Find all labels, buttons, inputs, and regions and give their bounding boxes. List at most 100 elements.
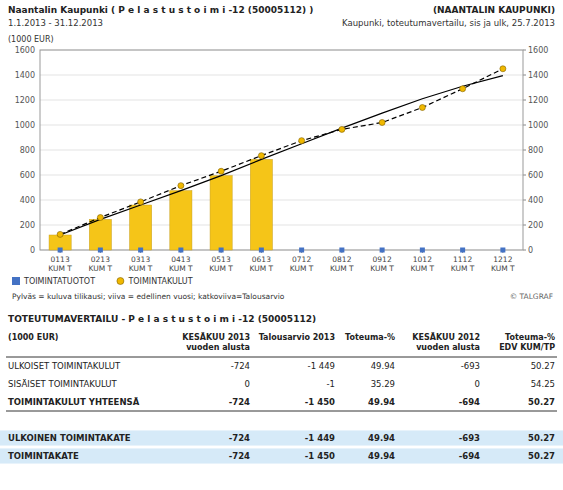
grid-line xyxy=(40,125,523,126)
table-header: (1000 EUR) xyxy=(8,333,58,342)
grid-line xyxy=(40,175,523,176)
y2-tick-label: 200 xyxy=(528,221,543,230)
x-tick-label: 0113KUM T xyxy=(48,255,72,273)
line-marker xyxy=(178,183,184,189)
y-axis-label: (1000 EUR) xyxy=(8,35,54,44)
line-marker xyxy=(57,231,63,237)
table-cell: 0 xyxy=(475,379,480,389)
plot-frame xyxy=(40,50,523,250)
y-tick-label: 600 xyxy=(20,171,35,180)
line-marker xyxy=(379,120,385,126)
point xyxy=(58,248,63,253)
x-tick-label: 0912KUM T xyxy=(370,255,394,273)
title-right: (NAANTALIN KAUPUNKI) xyxy=(433,5,555,15)
table-cell: 49.94 xyxy=(368,397,395,407)
line-marker xyxy=(258,153,264,159)
y-tick-label: 1600 xyxy=(15,46,35,55)
table-cell: -693 xyxy=(461,361,480,371)
table-cell: 50.27 xyxy=(528,433,555,443)
x-tick-label: 0712KUM T xyxy=(290,255,314,273)
table-cell: 54.25 xyxy=(531,379,555,389)
table-cell: TOIMINTAKULUT YHTEENSÄ xyxy=(8,397,140,407)
bar xyxy=(250,159,272,250)
table-cell: 49.94 xyxy=(371,361,395,371)
x-tick-label: 1212KUM T xyxy=(491,255,515,273)
point xyxy=(259,248,264,253)
y2-tick-label: 1400 xyxy=(528,71,548,80)
table-highlight xyxy=(0,448,563,463)
y2-tick-label: 1000 xyxy=(528,121,548,130)
legend-label: TOIMINTAKULUT xyxy=(127,277,192,286)
bar xyxy=(130,205,152,250)
y2-tick-label: 1200 xyxy=(528,96,548,105)
line-marker xyxy=(97,215,103,221)
table-header: Toteuma-%EDV KUM/TP xyxy=(499,333,555,352)
x-tick-label: 1112KUM T xyxy=(451,255,475,273)
background xyxy=(0,0,563,490)
table-header: KESÄKUU 2013vuoden alusta xyxy=(182,332,250,352)
point xyxy=(460,248,465,253)
table-cell: -1 449 xyxy=(308,361,335,371)
x-tick-label: 0213KUM T xyxy=(89,255,113,273)
table-cell: -724 xyxy=(229,433,250,443)
point xyxy=(299,248,304,253)
x-tick-label: 0313KUM T xyxy=(129,255,153,273)
legend-swatch xyxy=(12,277,20,285)
line-marker xyxy=(460,86,466,92)
table-cell: 35.29 xyxy=(371,379,395,389)
grid-line xyxy=(40,200,523,201)
line-marker xyxy=(419,105,425,111)
y-tick-label: 800 xyxy=(20,146,35,155)
table-title: TOTEUTUMAVERTAILU - P e l a s t u s t o … xyxy=(8,314,316,324)
bar xyxy=(210,176,232,250)
point xyxy=(98,248,103,253)
point xyxy=(178,248,183,253)
table-cell: -1 450 xyxy=(305,451,335,461)
table-cell: 50.27 xyxy=(531,361,555,371)
line-marker xyxy=(299,138,305,144)
table-header: KESÄKUU 2012vuoden alusta xyxy=(412,332,480,352)
y-tick-label: 200 xyxy=(20,221,35,230)
legend-note: Pylväs = kuluva tilikausi; viiva = edell… xyxy=(12,292,285,301)
bar xyxy=(89,219,111,250)
table-cell: SISÄISET TOIMINTAKULUT xyxy=(8,379,117,389)
x-tick-label: 0812KUM T xyxy=(330,255,354,273)
line-marker xyxy=(218,168,224,174)
grid-line xyxy=(40,75,523,76)
table-highlight xyxy=(0,430,563,445)
line-marker xyxy=(339,126,345,132)
table-cell: -1 449 xyxy=(305,433,335,443)
table-cell: -694 xyxy=(459,451,480,461)
table-cell: 50.27 xyxy=(528,397,555,407)
table-cell: 49.94 xyxy=(368,433,395,443)
y2-tick-label: 1600 xyxy=(528,46,548,55)
chart: Naantalin Kaupunki ( P e l a s t u s t o… xyxy=(0,0,563,490)
point xyxy=(219,248,224,253)
legend-label: TOIMINTATUOTOT xyxy=(23,277,95,286)
line xyxy=(60,69,503,235)
marks xyxy=(49,66,506,253)
legend-swatch xyxy=(117,278,124,285)
point xyxy=(138,248,143,253)
title: Naantalin Kaupunki ( P e l a s t u s t o… xyxy=(8,5,313,15)
copyright: © TALGRAF xyxy=(510,292,553,301)
y2-tick-label: 800 xyxy=(528,146,543,155)
line-marker xyxy=(138,199,144,205)
table-cell: -724 xyxy=(229,397,250,407)
line xyxy=(60,76,503,235)
subtitle-right: Kaupunki, toteutumavertailu, sis ja ulk,… xyxy=(342,18,555,28)
x-tick-label: 0513KUM T xyxy=(209,255,233,273)
table-cell: 50.27 xyxy=(528,451,555,461)
x-tick-label: 0413KUM T xyxy=(169,255,193,273)
table-header: Toteuma-% xyxy=(345,333,395,342)
grid-line xyxy=(40,100,523,101)
table-rule xyxy=(6,357,557,358)
point xyxy=(380,248,385,253)
table-header: Talousarvio 2013 xyxy=(259,333,335,342)
y2-tick-label: 600 xyxy=(528,171,543,180)
y-tick-label: 400 xyxy=(20,196,35,205)
table-cell: -724 xyxy=(231,361,250,371)
table-cell: 49.94 xyxy=(368,451,395,461)
table-cell: ULKOINEN TOIMINTAKATE xyxy=(8,433,131,443)
y-tick-label: 0 xyxy=(30,246,35,255)
